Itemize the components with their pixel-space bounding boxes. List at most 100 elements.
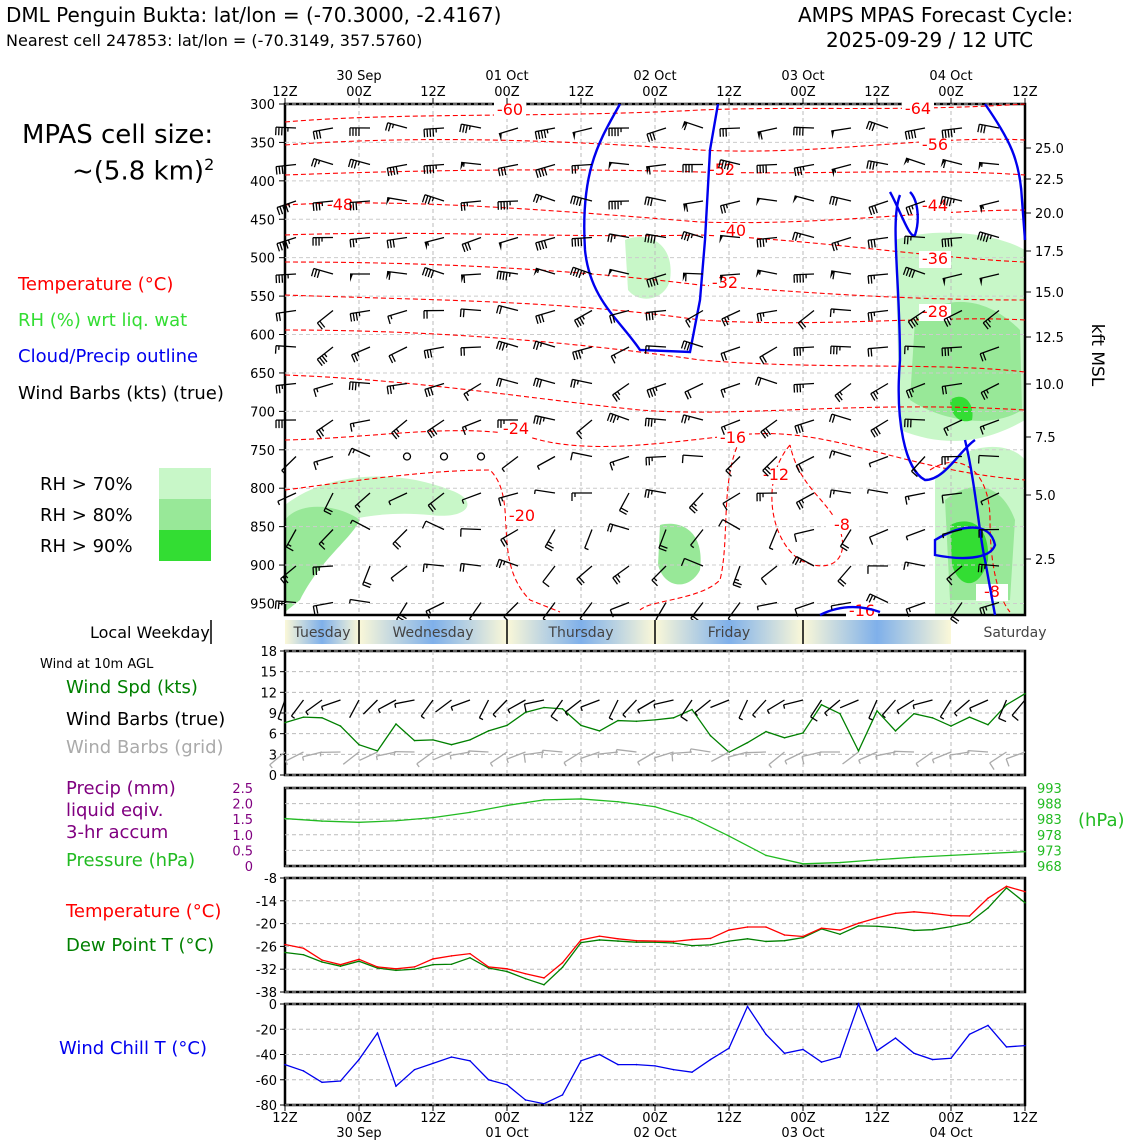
- wind-barb-halfflag: [281, 470, 285, 474]
- wind-barb-flag: [278, 312, 281, 321]
- wind-barb-flag: [688, 507, 696, 514]
- wind-barb-staff: [908, 309, 926, 323]
- wind-barb-halfflag: [291, 715, 296, 719]
- wind-barb-flag: [947, 129, 950, 138]
- wind-panel-ytick-label: 15: [260, 666, 277, 681]
- dewpoint-line-point: [672, 942, 675, 944]
- wind-barb-halfflag: [875, 390, 879, 395]
- wind-barb-staff: [612, 565, 630, 579]
- wind-barb-staff: [277, 699, 286, 720]
- wind-barb-staff: [390, 565, 408, 579]
- wind-barb-halfflag: [580, 349, 584, 354]
- wind-barb-halfflag: [616, 416, 620, 421]
- dewpoint-line-point: [580, 941, 582, 944]
- wind-barb-staff: [906, 382, 926, 392]
- kft-tick-label: 17.5: [1035, 245, 1064, 260]
- wind-chill-line-point: [543, 1102, 545, 1105]
- wind-barb-halfflag: [420, 715, 425, 720]
- temperature-contour: [639, 439, 741, 611]
- wind-speed-line-point: [913, 712, 915, 715]
- wind-barb-flag: [834, 395, 841, 403]
- wind-chill-line-point: [339, 1080, 342, 1082]
- wind-barb-flag: [575, 197, 580, 206]
- wind-barb-staff: [507, 699, 526, 711]
- wind-barb-flag: [533, 415, 537, 424]
- wind-barb-staff: [535, 489, 556, 494]
- wind-barb-flag: [650, 418, 653, 427]
- legend-temperature: Temperature (°C): [18, 274, 174, 295]
- wind-barb-flag: [542, 581, 550, 588]
- wind-barb-staff: [720, 346, 741, 355]
- wind-barb-flag: [941, 239, 944, 248]
- wind-barb-flag: [540, 241, 545, 250]
- dewpoint-line-point: [728, 940, 730, 942]
- wind-barb-staff: [609, 268, 630, 275]
- wind-barb-staff: [757, 236, 778, 241]
- wind-barb-flag: [680, 231, 685, 240]
- wind-barb-flag: [363, 581, 372, 586]
- temp-panel-ytick-label: -14: [256, 895, 277, 910]
- contour-label-bg: [919, 137, 951, 154]
- temperature-contour-label: -28: [922, 302, 948, 321]
- wind-barb-staff: [939, 699, 952, 718]
- temperature-contour: [284, 169, 1026, 176]
- precip-label-1: Precip (mm): [66, 778, 176, 799]
- wind-barb-staff: [535, 163, 556, 171]
- wind-barb-flag: [391, 432, 398, 440]
- hpa-tick-label: 700: [250, 405, 275, 420]
- wind-barb-staff: [943, 309, 963, 321]
- wind-barb-flag: [532, 194, 537, 203]
- wind-barb-staff: [655, 602, 667, 621]
- wind-barb-staff: [839, 699, 859, 709]
- wind-barb-flag: [950, 238, 953, 247]
- wind-panel-ytick-label: 3: [269, 748, 277, 763]
- wind-barb-halfflag: [317, 160, 321, 165]
- wind-barb-flag: [760, 431, 767, 439]
- wind-barb-flag: [799, 166, 803, 176]
- wind-barb-staff: [869, 455, 889, 465]
- wind-barb-flag: [354, 382, 357, 391]
- wind-speed-line-point: [987, 723, 989, 726]
- wind-barb-flag: [498, 378, 503, 387]
- temperature-line-point: [413, 966, 416, 968]
- temperature-line-point: [691, 938, 693, 941]
- wind-barb-staff: [424, 236, 445, 244]
- wind-barb-flag: [535, 169, 539, 179]
- wind-barb-staff: [720, 234, 741, 239]
- pressure-label: Pressure (hPa): [66, 850, 195, 871]
- wind-chill-line-point: [968, 1033, 971, 1036]
- wind-barb-flag: [313, 159, 318, 168]
- wind-barb-staff: [285, 751, 304, 762]
- wind-barb-flag: [352, 313, 356, 322]
- wind-barb-staff: [653, 699, 674, 706]
- dewpoint-line-point: [839, 933, 841, 936]
- wind-speed-line-point: [413, 739, 416, 742]
- dewpoint-line-point: [450, 963, 453, 966]
- wind-barb-flag: [903, 561, 907, 570]
- wind-barb-pennant: [979, 205, 983, 214]
- temperature-line-point: [894, 912, 897, 915]
- wind-barb-flag: [430, 270, 435, 279]
- wind-barb-flag: [651, 311, 654, 320]
- wind-barb-flag: [543, 240, 548, 249]
- dewpoint-line-point: [413, 968, 416, 970]
- wind-barb-flag: [681, 455, 684, 464]
- pressure-tick-label: 983: [1037, 813, 1062, 828]
- wind-barb-halfflag: [905, 536, 909, 541]
- bottom-time-label: 12Z: [1012, 1111, 1038, 1126]
- precip-tick-label: 1.0: [232, 829, 253, 844]
- temperature-contour-label: -56: [922, 135, 948, 154]
- dewpoint-line-point: [857, 925, 860, 927]
- wind-barb-flag: [315, 605, 319, 614]
- wind-barb-staff: [637, 751, 656, 763]
- wind-barb-staff: [797, 309, 815, 324]
- pressure-tick-label: 988: [1037, 798, 1062, 813]
- pressure-line-point: [321, 820, 323, 822]
- wind-barb-flag: [349, 202, 352, 211]
- wind-barb-flag: [793, 533, 798, 543]
- wind-barb-flag: [832, 271, 835, 280]
- wind-barb-flag: [501, 342, 506, 351]
- wind-barb-halfflag: [269, 764, 273, 769]
- wind-barb-flag: [610, 355, 616, 364]
- bottom-date-label: 30 Sep: [336, 1126, 381, 1140]
